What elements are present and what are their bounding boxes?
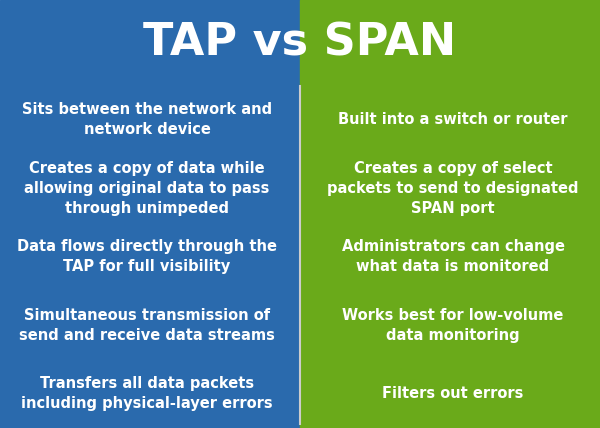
Text: Creates a copy of select
packets to send to designated
SPAN port: Creates a copy of select packets to send…	[327, 161, 579, 216]
Text: Administrators can change
what data is monitored: Administrators can change what data is m…	[341, 239, 565, 274]
Text: Filters out errors: Filters out errors	[382, 386, 524, 401]
Text: Data flows directly through the
TAP for full visibility: Data flows directly through the TAP for …	[17, 239, 277, 274]
Bar	[300, 0, 600, 428]
Bar	[0, 0, 300, 428]
Text: TAP vs SPAN: TAP vs SPAN	[143, 21, 457, 64]
Text: Built into a switch or router: Built into a switch or router	[338, 112, 568, 128]
Text: Works best for low-volume
data monitoring: Works best for low-volume data monitorin…	[343, 308, 563, 343]
Text: Simultaneous transmission of
send and receive data streams: Simultaneous transmission of send and re…	[19, 308, 275, 343]
Text: Transfers all data packets
including physical-layer errors: Transfers all data packets including phy…	[21, 376, 273, 411]
Text: Sits between the network and
network device: Sits between the network and network dev…	[22, 102, 272, 137]
Text: Creates a copy of data while
allowing original data to pass
through unimpeded: Creates a copy of data while allowing or…	[25, 161, 269, 216]
